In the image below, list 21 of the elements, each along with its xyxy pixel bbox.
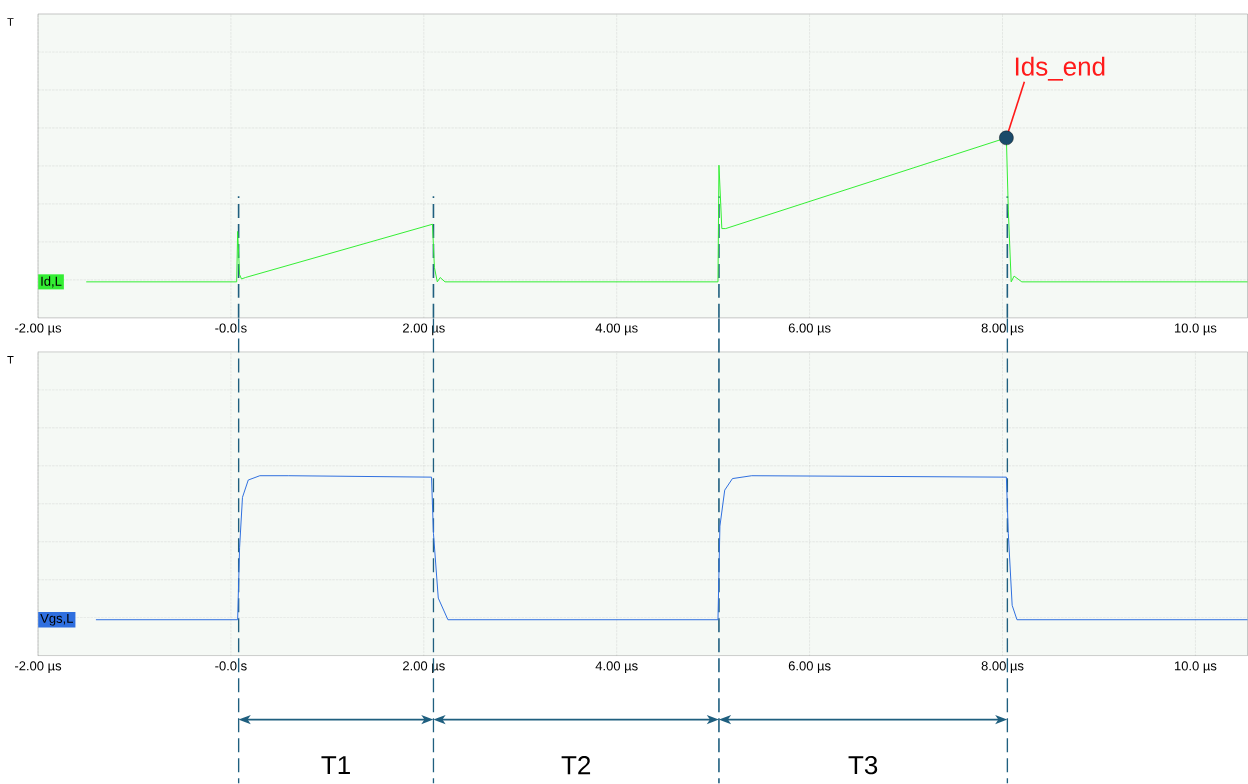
x-tick-label: 10.0 µs [1174, 323, 1217, 336]
x-tick-label: -2.00 µs [14, 323, 62, 336]
x-tick-label: 8.00 µs [981, 323, 1024, 336]
x-tick-label: 6.00 µs [788, 661, 831, 673]
text: T2 [561, 755, 591, 775]
text: T1 [321, 756, 350, 774]
x-tick-label: 4.00 µs [595, 661, 638, 673]
series-label: Vgs,L [40, 613, 73, 626]
x-tick-label: 6.00 µs [788, 323, 831, 336]
series-label: Id,L [41, 276, 62, 288]
x-tick-label: -2.00 µs [14, 661, 62, 673]
annotation: Ids_end [1015, 56, 1105, 81]
x-tick-label: 8.00 µs [981, 661, 1024, 673]
x-tick-label: -0.0 s [215, 323, 247, 333]
x-tick-label: 4.00 µs [595, 323, 638, 336]
text: T3 [848, 755, 878, 775]
text: T [7, 355, 14, 364]
x-tick-label: -0.0 s [215, 661, 247, 671]
x-tick-label: 2.00 µs [403, 323, 445, 336]
text: T [7, 18, 14, 26]
x-tick-label: 10.0 µs [1174, 661, 1217, 673]
